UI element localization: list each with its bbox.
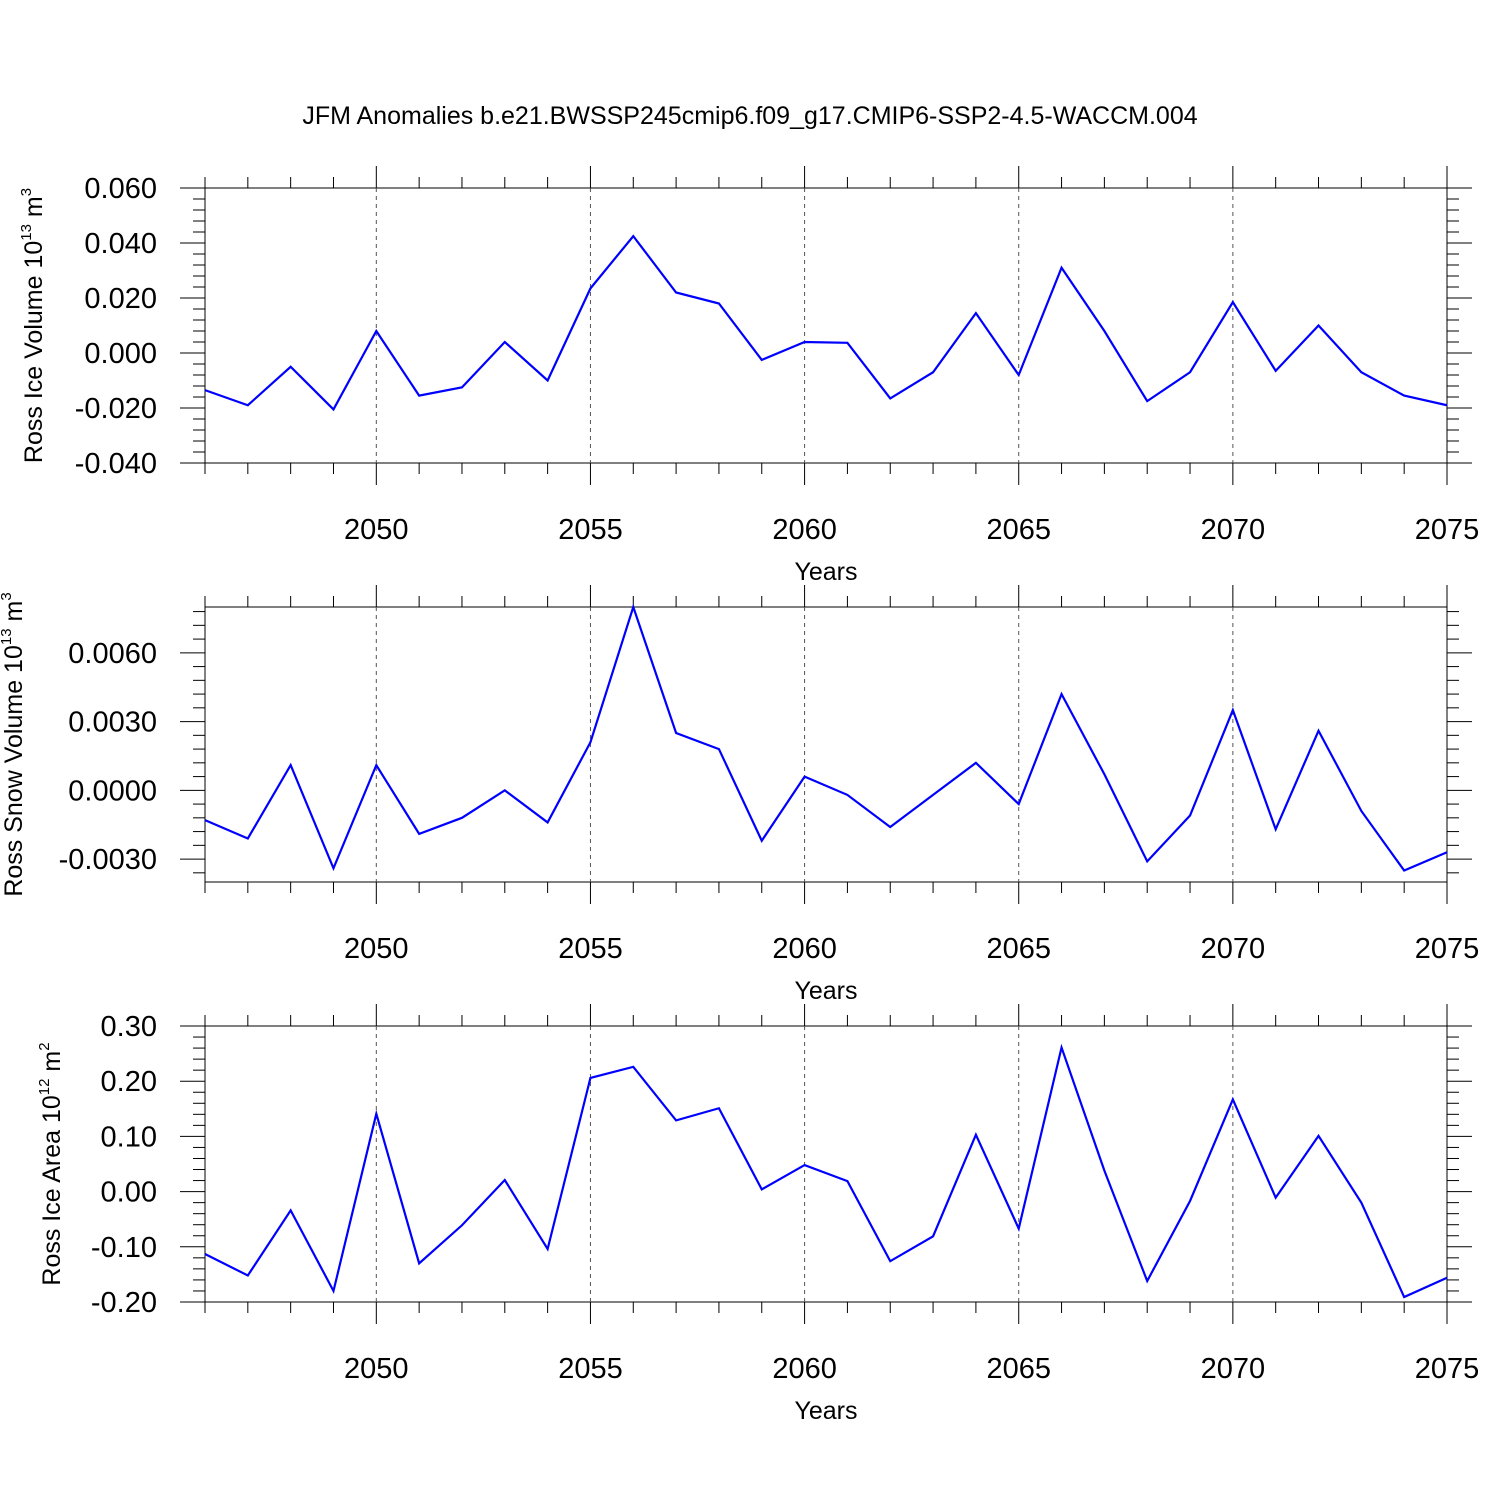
- x-tick-label: 2065: [986, 1353, 1051, 1385]
- y-tick-label: 0.000: [84, 338, 157, 370]
- plot-frame: [204, 606, 1448, 883]
- y-axis-label-exponent: 12: [36, 1079, 53, 1096]
- y-tick-label: -0.20: [91, 1287, 157, 1319]
- y-axis-label-unit: m: [20, 196, 48, 224]
- y-axis-label-unit-exponent: 2: [36, 1042, 53, 1050]
- y-tick-label: 0.040: [84, 228, 157, 260]
- series-line: [204, 234, 1448, 412]
- y-axis-label: Ross Ice Area 1012 m2: [36, 1042, 66, 1285]
- y-axis-label: Ross Snow Volume 1013 m3: [0, 592, 28, 896]
- y-tick-label: -0.020: [75, 393, 157, 425]
- y-axis-label-unit-exponent: 3: [0, 592, 15, 600]
- y-tick-label: 0.10: [101, 1121, 157, 1153]
- x-tick-label: 2075: [1415, 1353, 1480, 1385]
- y-axis-label-exponent: 13: [18, 224, 35, 241]
- y-axis-label: Ross Ice Volume 1013 m3: [18, 188, 48, 463]
- y-tick-label: 0.20: [101, 1066, 157, 1098]
- x-tick-label: 2050: [344, 514, 409, 546]
- series-line: [204, 1043, 1448, 1299]
- x-axis-label: Years: [794, 558, 857, 586]
- y-axis-label-text: Ross Ice Volume 10: [20, 241, 48, 463]
- chart-panel-1: -0.040 -0.020 0.000 0.020 0.040 0.060 2050 2055…: [18, 166, 1479, 586]
- y-axis-label-unit: m: [0, 601, 28, 629]
- y-tick-label: 0.0030: [68, 707, 157, 739]
- chart-panel-3: -0.20 -0.10 0.00 0.10 0.20 0.30 2050 2055 2060 20…: [36, 1004, 1479, 1425]
- y-tick-label: 0.00: [101, 1177, 157, 1209]
- y-tick-label: 0.0000: [68, 775, 157, 807]
- x-tick-label: 2055: [558, 1353, 623, 1385]
- x-tick-label: 2055: [558, 514, 623, 546]
- y-tick-label: -0.0030: [59, 844, 157, 876]
- plot-frame: [204, 1025, 1448, 1303]
- y-tick-label: -0.040: [75, 448, 157, 480]
- x-tick-label: 2070: [1201, 933, 1266, 965]
- panels: -0.040 -0.020 0.000 0.020 0.040 0.060 2050 2055…: [0, 166, 1479, 1425]
- x-tick-label: 2075: [1415, 933, 1480, 965]
- y-tick-label: -0.10: [91, 1232, 157, 1264]
- y-tick-label: 0.0060: [68, 638, 157, 670]
- series-line: [204, 603, 1448, 872]
- x-tick-label: 2060: [772, 514, 837, 546]
- y-tick-label: 0.30: [101, 1011, 157, 1043]
- x-tick-label: 2050: [344, 933, 409, 965]
- plot-frame: [204, 187, 1448, 464]
- x-tick-label: 2070: [1201, 514, 1266, 546]
- x-tick-label: 2055: [558, 933, 623, 965]
- x-tick-label: 2065: [986, 933, 1051, 965]
- y-axis-label-text: Ross Snow Volume 10: [0, 645, 28, 897]
- chart-panel-2: -0.0030 0.0000 0.0030 0.0060 2050 2055 2060 206…: [0, 585, 1479, 1005]
- x-tick-label: 2060: [772, 1353, 837, 1385]
- y-axis-label-unit-exponent: 3: [18, 188, 35, 196]
- x-axis-label: Years: [794, 1397, 857, 1425]
- x-tick-label: 2050: [344, 1353, 409, 1385]
- y-tick-label: 0.060: [84, 173, 157, 205]
- y-axis-label-exponent: 13: [0, 628, 15, 645]
- x-tick-label: 2070: [1201, 1353, 1266, 1385]
- y-axis-label-unit: m: [38, 1051, 66, 1079]
- x-tick-label: 2060: [772, 933, 837, 965]
- figure-title: JFM Anomalies b.e21.BWSSP245cmip6.f09_g1…: [302, 102, 1197, 130]
- y-axis-label-text: Ross Ice Area 10: [38, 1095, 66, 1285]
- x-axis-label: Years: [794, 977, 857, 1005]
- x-tick-label: 2065: [986, 514, 1051, 546]
- y-tick-label: 0.020: [84, 283, 157, 315]
- x-tick-label: 2075: [1415, 514, 1480, 546]
